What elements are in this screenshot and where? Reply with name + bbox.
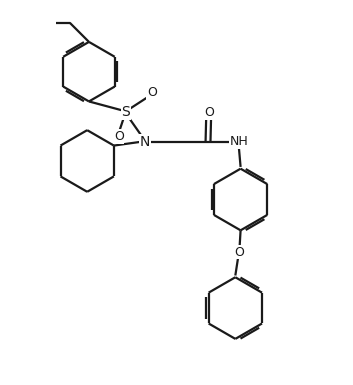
- Text: O: O: [204, 106, 214, 119]
- Text: S: S: [121, 105, 130, 119]
- Text: O: O: [234, 246, 244, 259]
- Text: O: O: [147, 86, 157, 99]
- Text: N: N: [140, 135, 150, 149]
- Text: NH: NH: [229, 135, 248, 148]
- Text: O: O: [114, 130, 124, 143]
